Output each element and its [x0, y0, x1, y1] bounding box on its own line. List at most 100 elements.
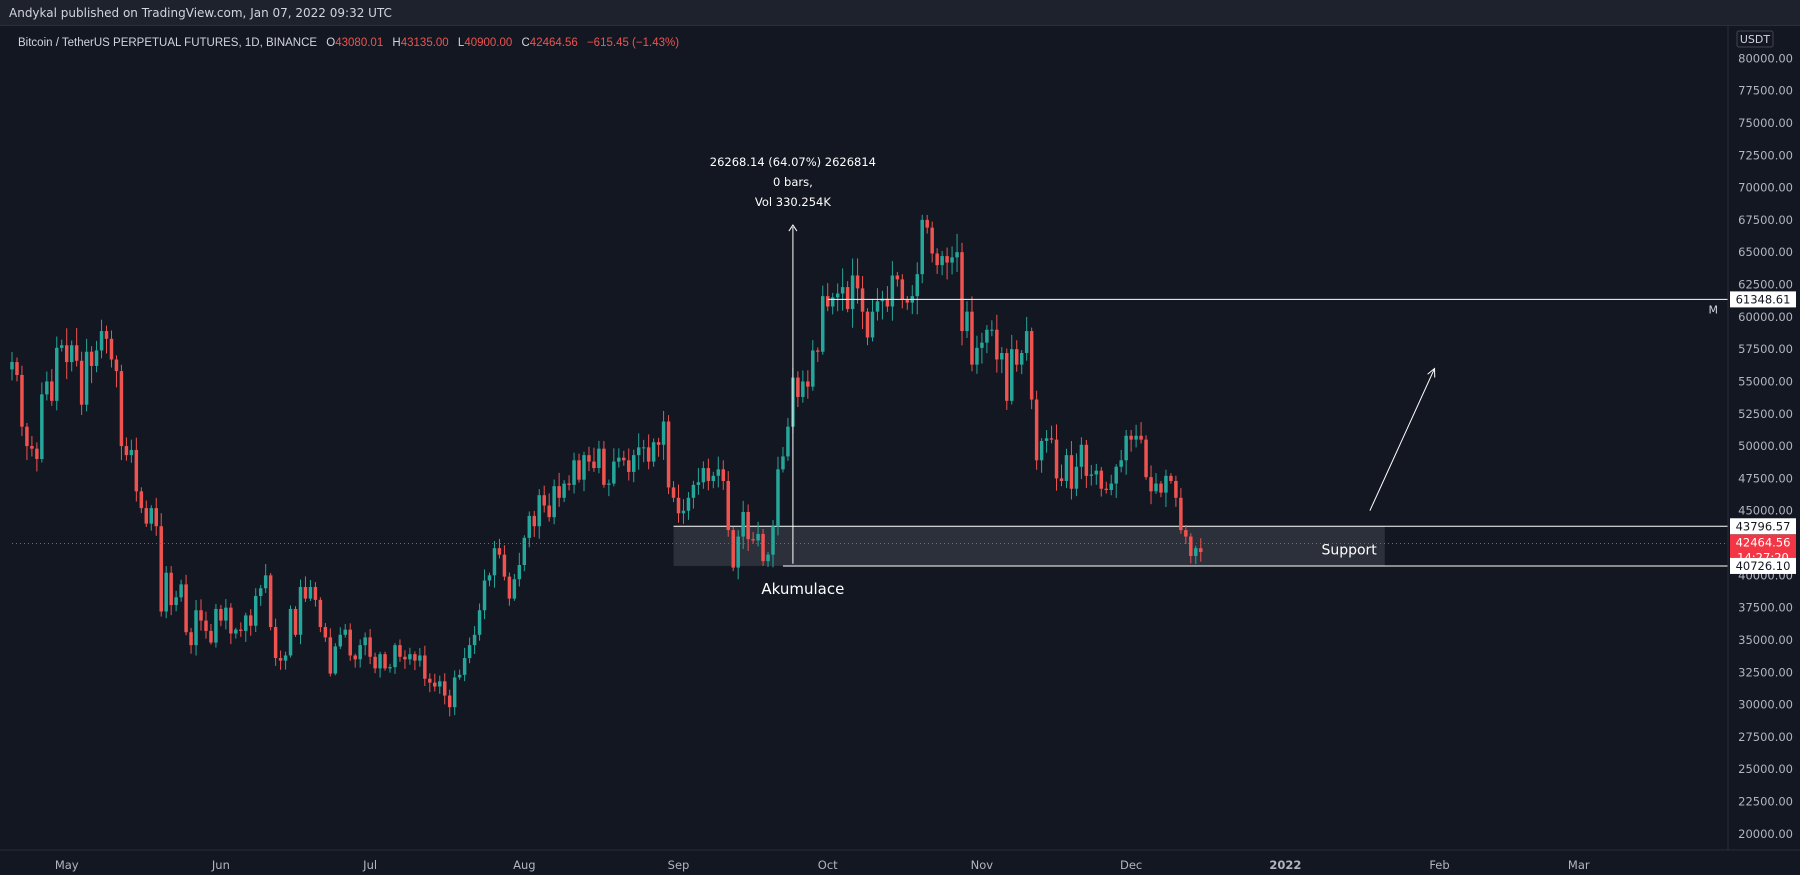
candle-body — [870, 311, 875, 338]
candle-body — [1094, 470, 1099, 475]
candle — [995, 314, 999, 373]
candle-body — [253, 596, 258, 626]
time-axis[interactable]: May Jun Jul Aug Sep Oct Nov Dec 2022 Feb Mar — [0, 849, 1800, 875]
candle-body — [1174, 480, 1178, 498]
candle-body — [1049, 438, 1054, 440]
candle-body — [627, 460, 631, 472]
candle — [766, 551, 770, 567]
candle — [263, 563, 268, 593]
candle — [164, 566, 168, 619]
candle — [816, 347, 820, 362]
candle-body — [850, 275, 855, 310]
candle — [527, 511, 532, 548]
support-zone-box — [673, 526, 1385, 566]
candle — [283, 651, 288, 670]
candle — [149, 505, 154, 531]
candle — [333, 643, 338, 676]
candle — [144, 500, 149, 527]
candle — [985, 325, 989, 354]
candle-body — [1169, 475, 1173, 481]
candle — [184, 574, 188, 636]
candle — [1184, 524, 1188, 545]
candle — [830, 292, 835, 315]
annotations: M 26268.14 (64.07%) 2626814 0 bars, Vol 330… — [12, 155, 1728, 598]
candle — [796, 371, 800, 408]
candle-body — [970, 311, 974, 365]
legend-change: −615.45 (−1.43%) — [587, 37, 679, 49]
candle — [875, 288, 880, 321]
candle-body — [79, 360, 84, 405]
candle — [403, 650, 407, 669]
currency-badge: USDT — [1736, 30, 1774, 48]
candle-body — [438, 681, 442, 687]
candle-body — [731, 530, 735, 568]
candle — [666, 415, 671, 495]
candle-body — [94, 350, 99, 366]
candle-body — [59, 345, 64, 348]
candle-body — [258, 588, 263, 597]
candle-body — [751, 539, 755, 541]
candle-body — [502, 554, 507, 577]
candle — [1119, 449, 1123, 473]
candle — [602, 441, 606, 488]
time-tick-label: Aug — [513, 858, 535, 872]
candle — [880, 290, 885, 320]
candle — [288, 605, 293, 658]
candle — [169, 566, 173, 616]
candle-body — [204, 620, 208, 631]
candle-body — [1069, 455, 1074, 489]
candle — [433, 673, 437, 692]
candle-body — [139, 491, 144, 509]
candle-body — [64, 345, 69, 363]
candle-body — [423, 655, 427, 679]
price-axis-label: 43796.57 — [1730, 518, 1796, 535]
candle — [338, 627, 343, 649]
price-tick-label: 50000.00 — [1738, 439, 1793, 453]
candle-body — [298, 586, 303, 635]
candle — [438, 675, 442, 694]
candle-body — [875, 301, 880, 312]
candle-body — [756, 533, 760, 541]
candle — [209, 623, 213, 645]
candle-body — [159, 526, 163, 612]
candle-body — [154, 508, 158, 527]
time-tick-label: 2022 — [1269, 858, 1301, 872]
price-tick-label: 77500.00 — [1738, 84, 1793, 98]
candle-body — [179, 584, 183, 598]
legend-o-value: 43080.01 — [335, 37, 383, 49]
candle — [1064, 448, 1069, 489]
candle-body — [950, 257, 954, 263]
candle-body — [945, 256, 949, 263]
candle — [204, 611, 208, 639]
candle-body — [1194, 548, 1198, 556]
candle-body — [338, 634, 343, 647]
candle — [1094, 463, 1099, 485]
price-axis-label: 42464.56 — [1730, 534, 1796, 551]
candle — [572, 452, 576, 494]
candle — [726, 471, 730, 537]
candle — [935, 248, 939, 274]
candle — [582, 451, 586, 492]
candle — [567, 475, 571, 491]
candle-body — [229, 607, 233, 634]
legend-h-label: H — [392, 37, 400, 49]
candle — [25, 422, 29, 461]
publisher-bar: Andykal published on TradingView.com, Ja… — [0, 0, 1800, 26]
price-axis-label: 61348.61 — [1730, 291, 1796, 308]
candle — [1069, 441, 1074, 500]
candle — [363, 632, 367, 656]
candle-body — [119, 371, 124, 447]
candle — [30, 435, 34, 457]
candle — [114, 355, 119, 388]
candle — [970, 296, 974, 372]
price-axis-label-box — [1730, 518, 1796, 535]
candle-body — [965, 311, 969, 332]
legend-symbol: Bitcoin / TetherUS PERPETUAL FUTURES, 1D… — [18, 37, 317, 49]
candle-body — [646, 447, 651, 462]
price-axis[interactable]: 20000.00 22500.00 25000.00 27500.00 30000.00… — [1727, 26, 1800, 850]
candle-body — [50, 381, 54, 401]
candle-body — [114, 359, 119, 372]
price-axis-label-text: 61348.61 — [1736, 292, 1791, 306]
candle-body — [631, 455, 636, 472]
